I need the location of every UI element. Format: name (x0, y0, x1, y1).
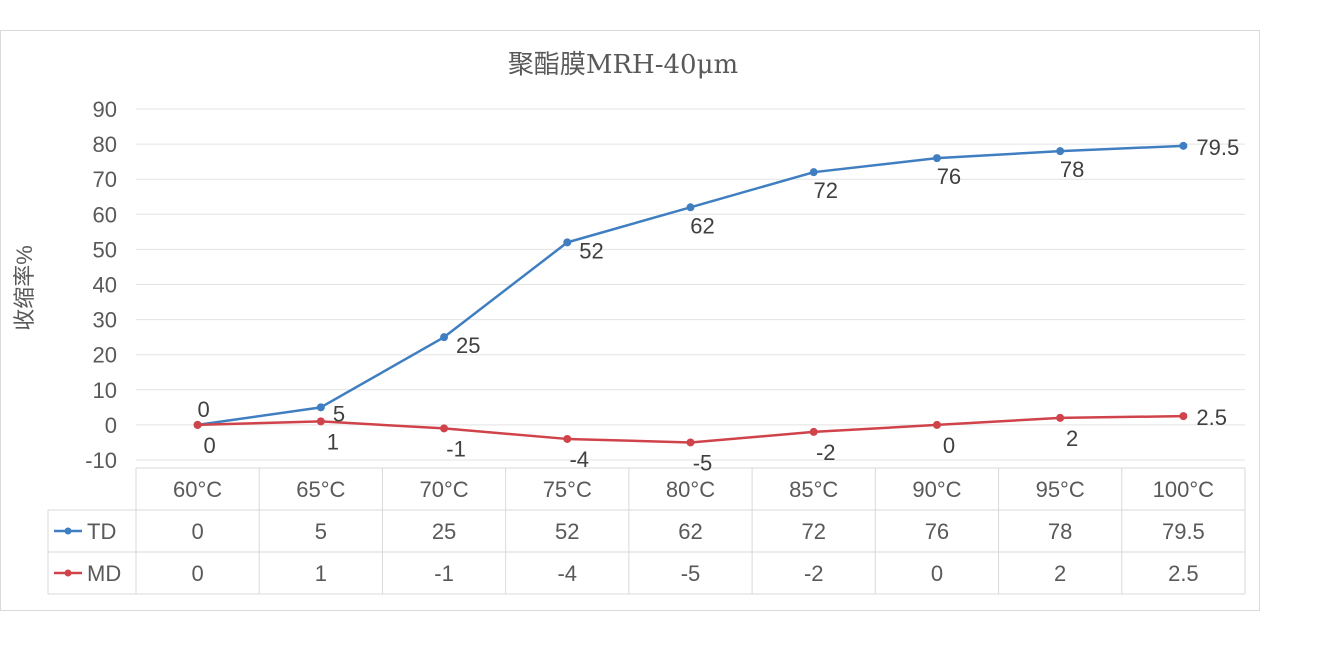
data-label-td: 62 (690, 213, 714, 238)
data-label-td: 52 (579, 238, 603, 263)
data-label-td: 5 (333, 401, 345, 426)
x-category-label: 95°C (1036, 477, 1085, 502)
legend-marker-md (64, 569, 72, 577)
y-tick-label: 60 (93, 202, 117, 227)
x-category-label: 85°C (789, 477, 838, 502)
data-label-md: 0 (203, 433, 215, 458)
table-cell: 0 (191, 519, 203, 544)
table-cell: 0 (931, 561, 943, 586)
table-cell: 76 (925, 519, 949, 544)
legend-label-md: MD (87, 561, 121, 586)
y-tick-label: 90 (93, 97, 117, 122)
table-cell: 2.5 (1168, 561, 1199, 586)
y-tick-label: 40 (93, 273, 117, 298)
y-axis-label: 收缩率% (12, 245, 37, 331)
table-cell: 52 (555, 519, 579, 544)
table-cell: 78 (1048, 519, 1072, 544)
table-cell: 25 (432, 519, 456, 544)
data-point-td (440, 333, 449, 342)
x-category-label: 80°C (666, 477, 715, 502)
table-cell: -2 (804, 561, 824, 586)
data-labels: 0 5 25 52 62 72 76 78 79.5 0 1 -1 -4 -5 -2 0 2 2.5 (197, 135, 1239, 476)
y-tick-label: 50 (93, 237, 117, 262)
y-tick-label: 80 (93, 132, 117, 157)
x-category-label: 65°C (296, 477, 345, 502)
y-tick-label: -10 (85, 448, 117, 473)
data-point-td (932, 154, 941, 163)
chart-border (0, 30, 1260, 611)
x-category-label: 75°C (543, 477, 592, 502)
table-cell: 79.5 (1162, 519, 1205, 544)
chart-title: 聚酯膜MRH-40μm (508, 50, 738, 80)
data-label-md: -4 (569, 447, 589, 472)
data-table: 60°C 65°C 70°C 75°C 80°C 85°C 90°C 95°C 100°C TD 0… (47, 467, 1246, 595)
x-category-label: 60°C (173, 477, 222, 502)
table-cell: 5 (315, 519, 327, 544)
legend-label-td: TD (87, 519, 116, 544)
data-point-td (1179, 141, 1188, 150)
data-label-td: 78 (1060, 157, 1084, 182)
data-point-md (1056, 413, 1065, 422)
table-cell: 0 (191, 561, 203, 586)
y-axis-ticks: -10 0 10 20 30 40 50 60 70 80 90 (85, 97, 117, 473)
plot-series (193, 141, 1188, 447)
legend-marker-td (64, 527, 72, 535)
data-label-md: 2.5 (1196, 405, 1227, 430)
data-point-md (1179, 412, 1188, 421)
x-category-label: 100°C (1153, 477, 1215, 502)
data-label-md: -5 (693, 450, 713, 475)
table-cell: 62 (678, 519, 702, 544)
table-cell: -5 (681, 561, 701, 586)
data-point-md (809, 427, 818, 436)
data-label-td: 79.5 (1196, 135, 1239, 160)
table-cell: -4 (557, 561, 577, 586)
y-tick-label: 70 (93, 167, 117, 192)
data-label-md: -1 (446, 436, 466, 461)
y-tick-label: 10 (93, 378, 117, 403)
data-label-md: -2 (816, 440, 836, 465)
data-label-td: 25 (456, 333, 480, 358)
data-point-md (316, 417, 325, 426)
data-label-td: 0 (197, 397, 209, 422)
y-tick-label: 20 (93, 343, 117, 368)
data-point-td (316, 403, 325, 412)
x-category-label: 70°C (419, 477, 468, 502)
table-cell: 1 (315, 561, 327, 586)
y-tick-label: 30 (93, 308, 117, 333)
data-label-td: 76 (937, 164, 961, 189)
data-point-md (193, 420, 202, 429)
data-label-md: 0 (943, 433, 955, 458)
data-point-td (686, 203, 695, 212)
y-tick-label: 0 (105, 413, 117, 438)
data-point-md (440, 424, 449, 433)
data-label-md: 1 (327, 429, 339, 454)
data-point-md (932, 420, 941, 429)
data-label-td: 72 (813, 178, 837, 203)
data-point-md (686, 438, 695, 447)
table-cell: 2 (1054, 561, 1066, 586)
table-cell: 72 (801, 519, 825, 544)
x-category-label: 90°C (912, 477, 961, 502)
table-cell: -1 (434, 561, 454, 586)
data-label-md: 2 (1066, 426, 1078, 451)
data-point-td (1056, 147, 1065, 156)
data-point-md (563, 434, 572, 443)
data-point-td (563, 238, 572, 247)
data-point-td (809, 168, 818, 177)
